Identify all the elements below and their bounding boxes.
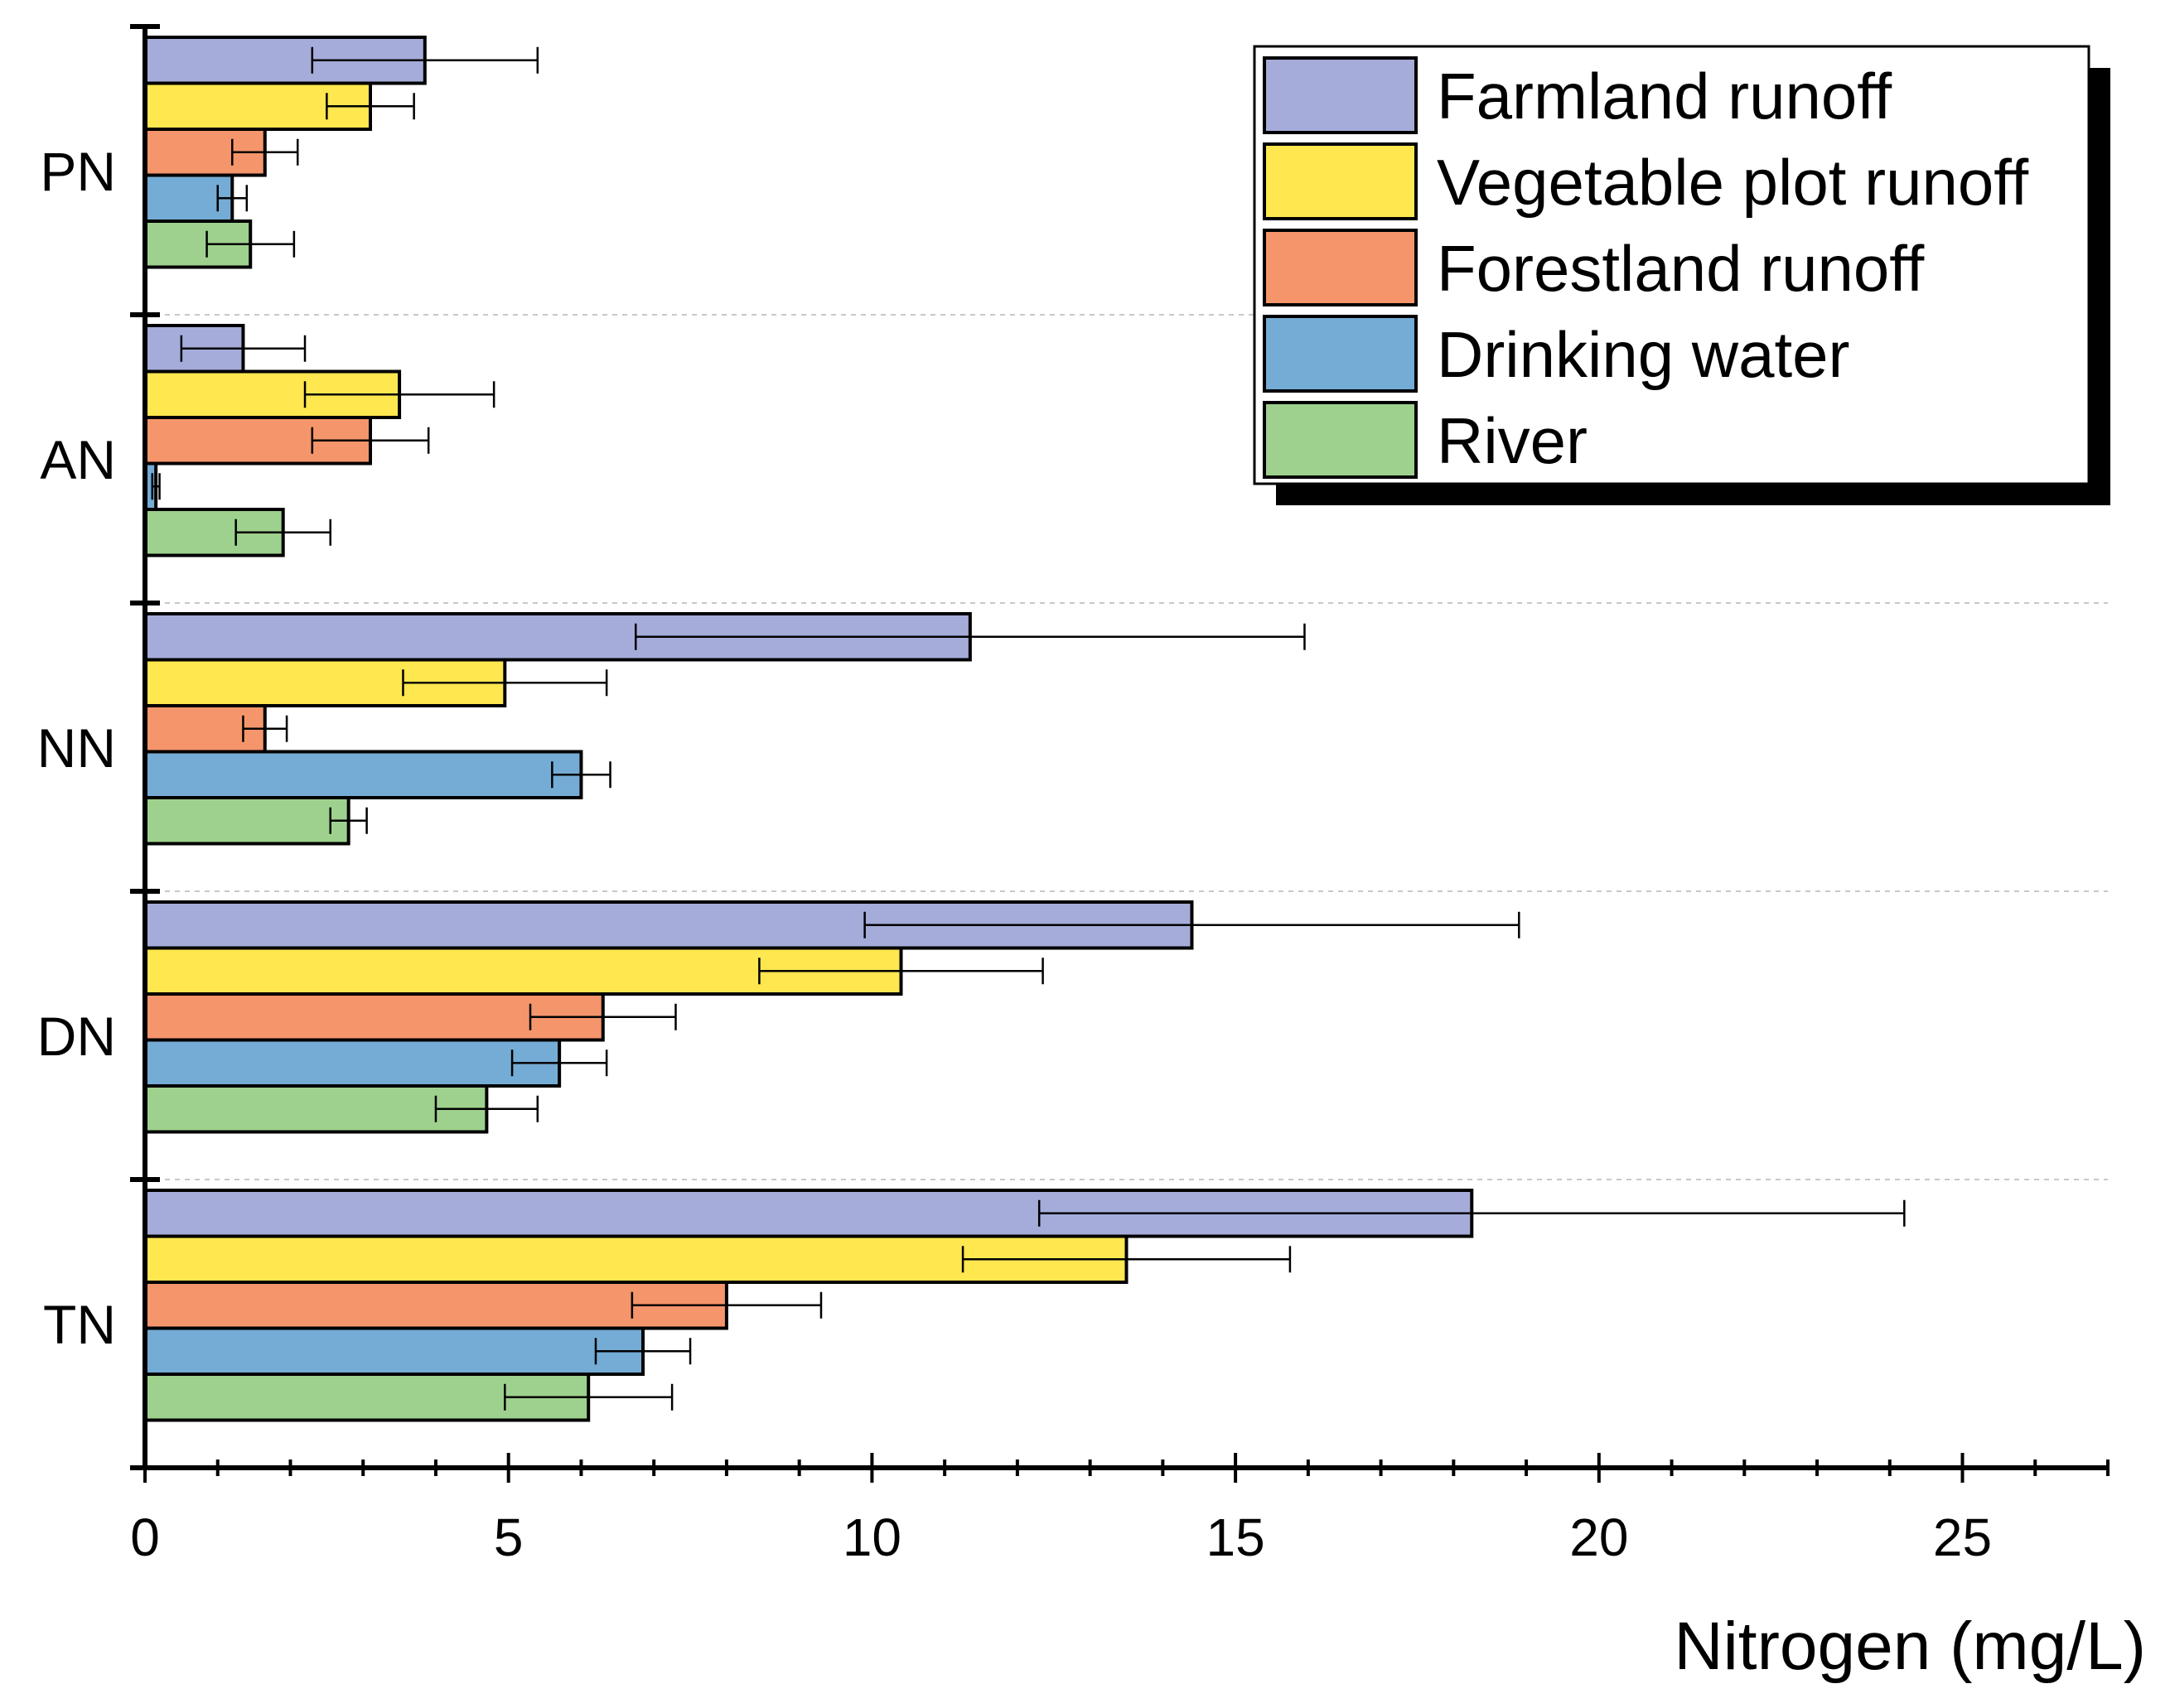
x-tick-label: 5 bbox=[494, 1508, 524, 1567]
legend-label: Forestland runoff bbox=[1437, 232, 1925, 305]
y-category-label: NN bbox=[37, 717, 116, 779]
x-tick-label: 10 bbox=[843, 1508, 901, 1567]
legend-swatch bbox=[1263, 401, 1418, 479]
x-ticks: 0 5 10 15 20 25 bbox=[130, 24, 2110, 1567]
bar bbox=[143, 992, 605, 1042]
x-tick-label: 20 bbox=[1569, 1508, 1628, 1567]
axes bbox=[143, 27, 2108, 1470]
x-tick-label: 25 bbox=[1933, 1508, 1992, 1567]
y-category-label: PN bbox=[40, 141, 116, 202]
y-category-label: DN bbox=[37, 1006, 116, 1067]
bar bbox=[143, 796, 350, 846]
bars-layer bbox=[143, 36, 1474, 1422]
y-category-labels: PN AN NN DN TN bbox=[37, 141, 116, 1355]
legend-label: Vegetable plot runoff bbox=[1437, 146, 2028, 219]
legend-swatch bbox=[1263, 229, 1418, 306]
legend-label: Drinking water bbox=[1437, 318, 1850, 391]
x-axis-title: Nitrogen (mg/L) bbox=[1674, 1609, 2146, 1684]
legend-label: Farmland runoff bbox=[1437, 60, 1892, 133]
x-tick-label: 15 bbox=[1206, 1508, 1265, 1567]
x-tick-label: 0 bbox=[130, 1508, 160, 1567]
y-category-label: TN bbox=[43, 1294, 116, 1355]
legend-swatch bbox=[1263, 315, 1418, 393]
legend-label: River bbox=[1437, 404, 1588, 477]
legend-swatch bbox=[1263, 142, 1418, 220]
y-category-label: AN bbox=[40, 429, 116, 490]
bar bbox=[143, 1038, 562, 1088]
bar bbox=[143, 750, 583, 799]
legend-swatch bbox=[1263, 56, 1418, 134]
legend: Farmland runoff Vegetable plot runoff Fore… bbox=[1253, 45, 2110, 505]
bar bbox=[143, 1326, 645, 1376]
error-bars-layer bbox=[151, 46, 1906, 1411]
